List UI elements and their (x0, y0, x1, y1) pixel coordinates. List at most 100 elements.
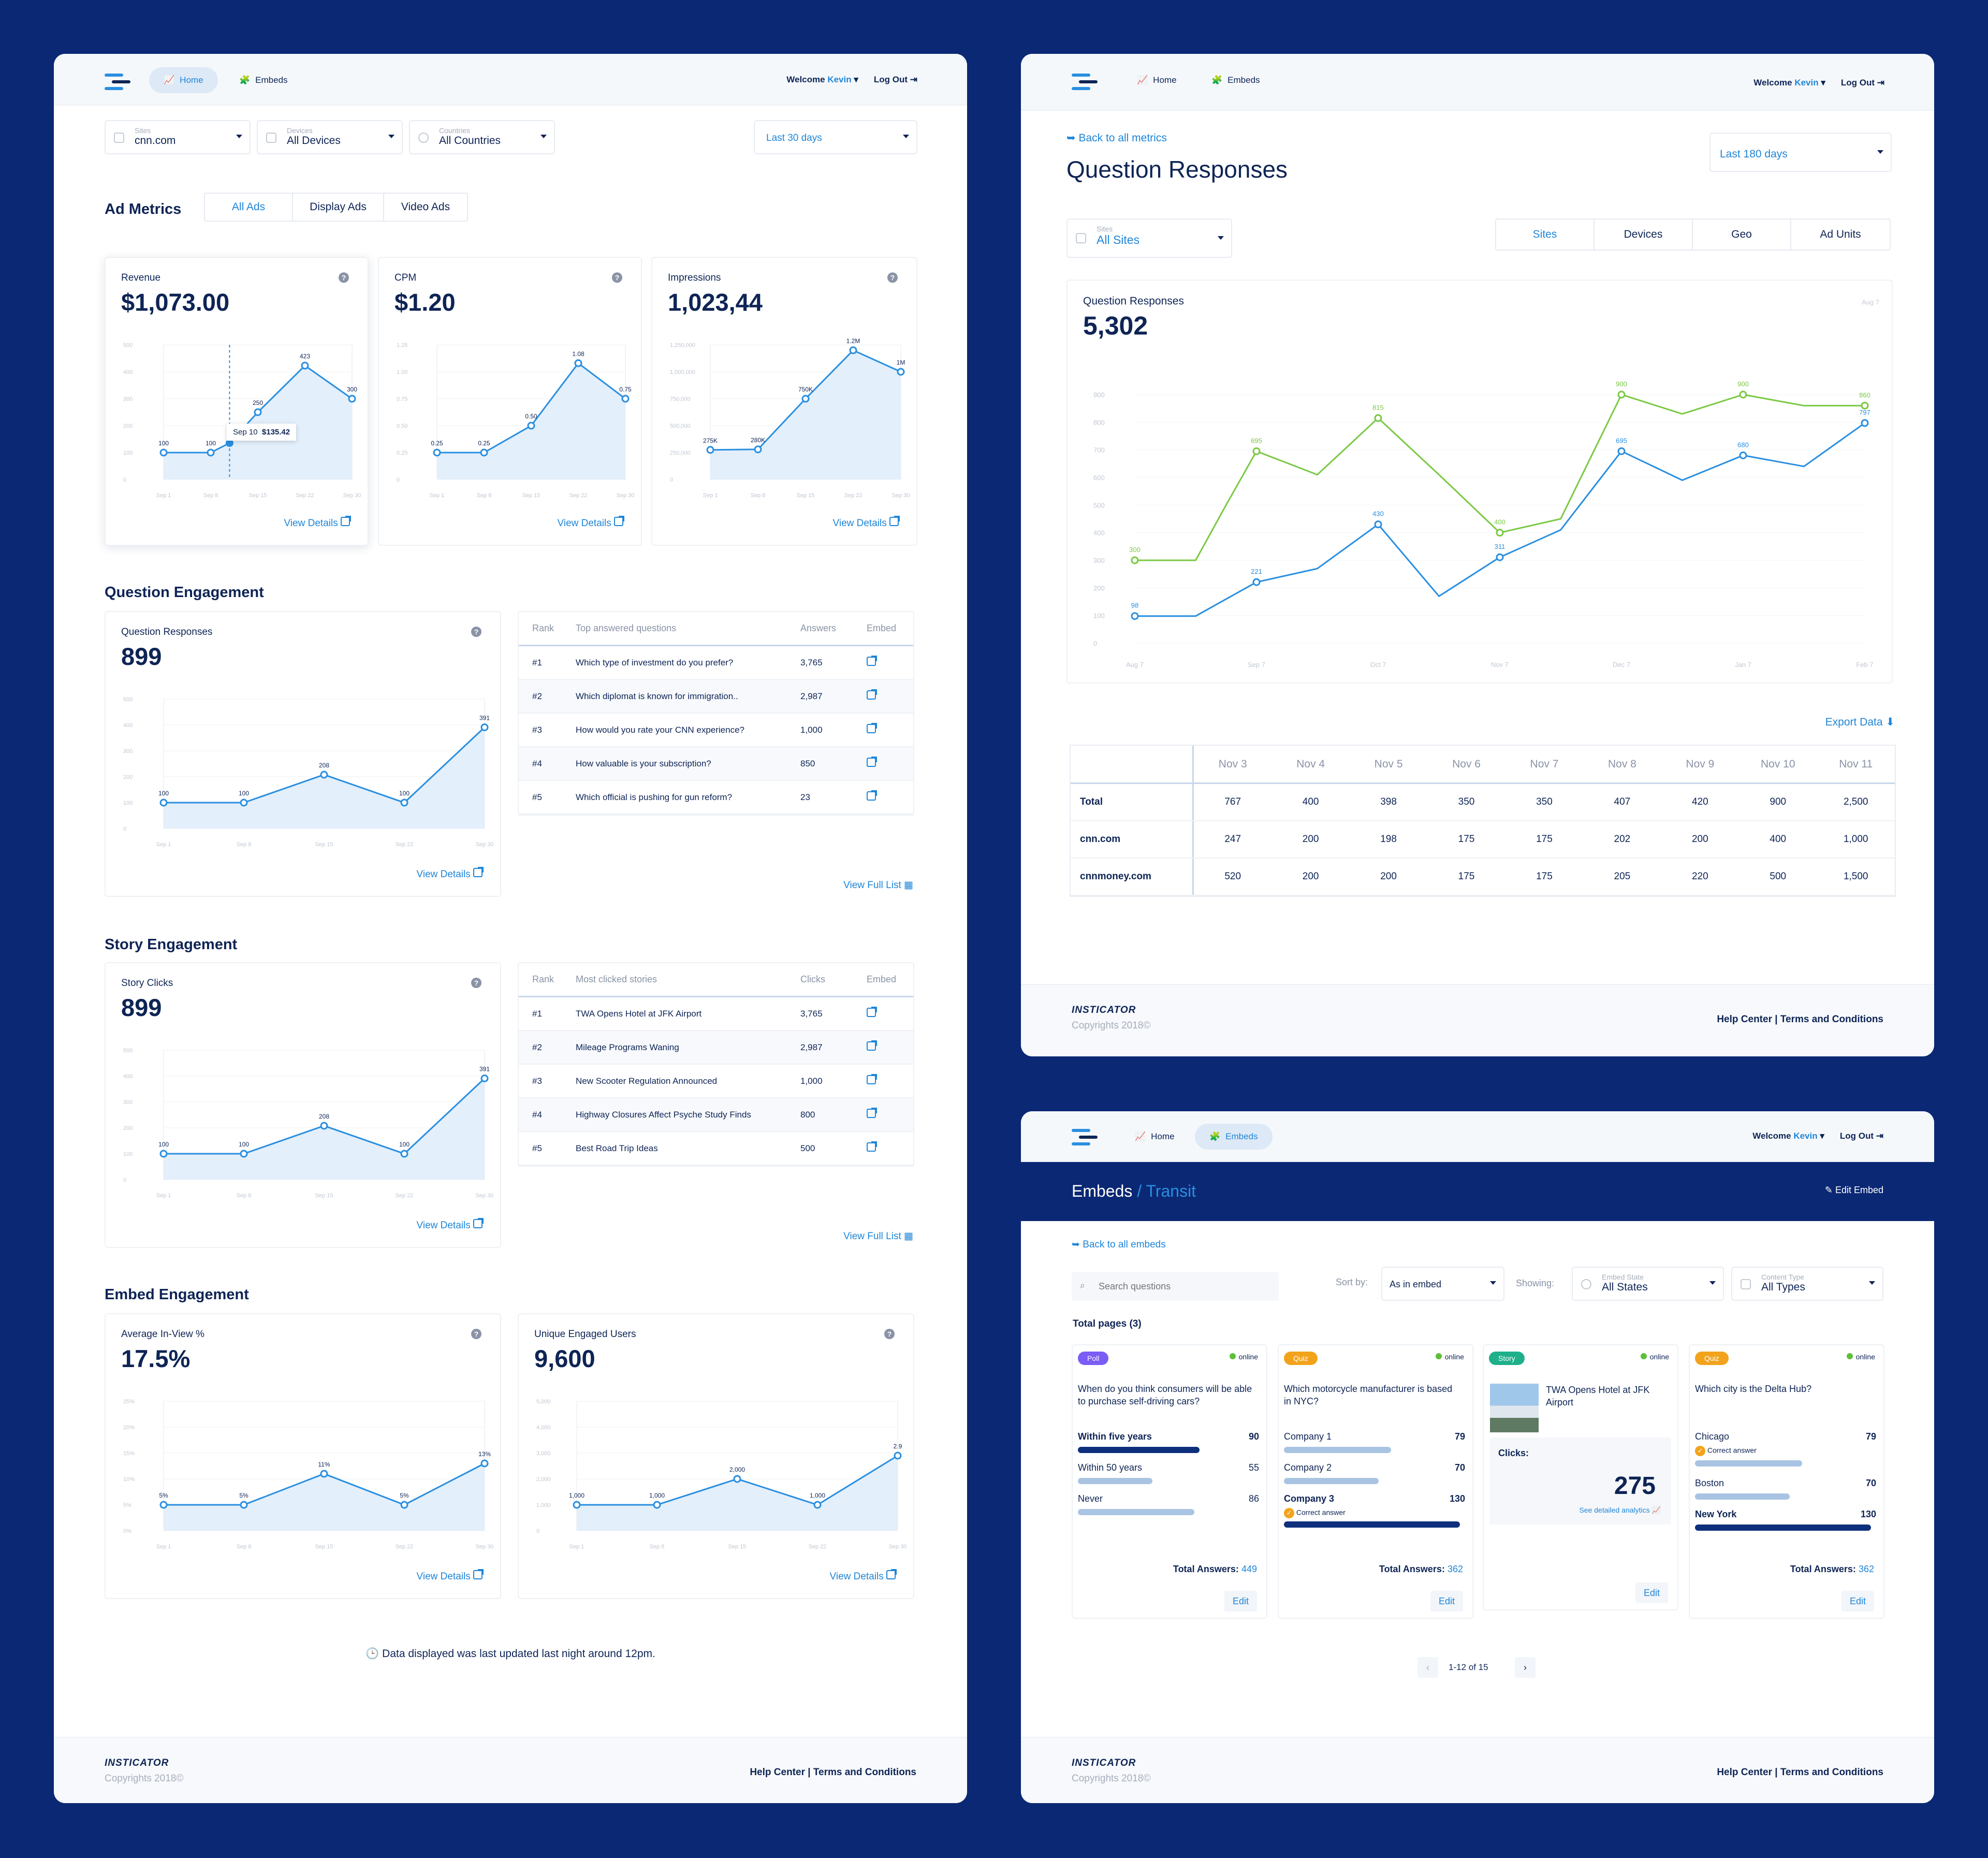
edit-button[interactable]: Edit (1224, 1591, 1257, 1612)
row-count: 23 (800, 792, 810, 802)
row-title[interactable]: How would you rate your CNN experience? (576, 724, 744, 735)
footer-links[interactable]: Help Center | Terms and Conditions (1717, 1014, 1883, 1025)
prev-page-button[interactable]: ‹ (1417, 1657, 1438, 1678)
table-cell: 400 (1770, 834, 1787, 845)
footer-links[interactable]: Help Center | Terms and Conditions (1717, 1767, 1883, 1778)
logout-button[interactable]: Log Out ⇥ (1840, 78, 1884, 88)
embed-link-icon[interactable] (867, 723, 877, 733)
embed-card-quiz[interactable]: Quiz online Which motorcycle manufacture… (1278, 1344, 1473, 1619)
nav-home[interactable]: 📈 Home (1122, 67, 1191, 93)
edit-button[interactable]: Edit (1841, 1591, 1874, 1612)
embed-link-icon[interactable] (867, 689, 877, 700)
logo-icon[interactable] (1072, 1129, 1098, 1145)
view-details-link[interactable]: View Details (830, 1569, 897, 1583)
export-data-button[interactable]: Export Data ⬇ (1825, 716, 1895, 729)
row-name: Total (1071, 784, 1194, 820)
embed-card-quiz[interactable]: Quiz online Which city is the Delta Hub?… (1689, 1344, 1884, 1619)
help-icon[interactable]: ? (887, 272, 898, 283)
embed-link-icon[interactable] (867, 1040, 877, 1051)
help-icon[interactable]: ? (884, 1329, 895, 1339)
row-title[interactable]: Which official is pushing for gun reform… (576, 792, 733, 802)
view-details-link[interactable]: View Details (417, 1569, 484, 1583)
date-range-select[interactable]: Last 30 days (754, 120, 917, 154)
row-title[interactable]: TWA Opens Hotel at JFK Airport (576, 1008, 702, 1019)
embed-link-icon[interactable] (867, 757, 877, 767)
search-input[interactable] (1099, 1277, 1269, 1296)
embed-link-icon[interactable] (867, 1074, 877, 1084)
row-title[interactable]: Best Road Trip Ideas (576, 1143, 658, 1153)
sort-select[interactable]: As in embed (1381, 1267, 1504, 1301)
help-icon[interactable]: ? (612, 272, 622, 283)
nav-home[interactable]: 📈 Home (1120, 1124, 1189, 1150)
edit-embed-button[interactable]: ✎ Edit Embed (1825, 1185, 1883, 1196)
breadcrumb-root[interactable]: Embeds (1072, 1182, 1133, 1200)
card-question: Which motorcycle manufacturer is based i… (1284, 1384, 1453, 1406)
welcome-menu[interactable]: Welcome Kevin ▾ (1752, 1131, 1824, 1141)
analytics-link[interactable]: See detailed analytics 📈 (1579, 1506, 1661, 1515)
next-page-button[interactable]: › (1515, 1657, 1536, 1678)
row-title[interactable]: Highway Closures Affect Psyche Study Fin… (576, 1109, 751, 1120)
y-tick-label: 1.25 (397, 342, 407, 349)
logo-icon[interactable] (1072, 74, 1098, 90)
view-full-list-link[interactable]: View Full List ▦ (843, 1230, 913, 1242)
embed-link-icon[interactable] (867, 1108, 877, 1118)
embed-link-icon[interactable] (867, 790, 877, 801)
tab-all-ads[interactable]: All Ads (205, 194, 293, 221)
corner-cell (1071, 746, 1194, 782)
nav-embeds[interactable]: 🧩 Embeds (1195, 1124, 1273, 1150)
help-icon[interactable]: ? (471, 978, 481, 988)
embed-state-select[interactable]: Embed State All States (1572, 1267, 1724, 1301)
x-tick-label: Sep 8 (237, 1193, 252, 1199)
edit-button[interactable]: Edit (1635, 1583, 1668, 1603)
data-point (706, 446, 714, 454)
view-details-link[interactable]: View Details (417, 867, 484, 880)
logout-button[interactable]: Log Out ⇥ (873, 75, 917, 84)
help-icon[interactable]: ? (471, 1329, 481, 1339)
data-point (480, 1459, 489, 1468)
nav-home[interactable]: 📈 Home (149, 67, 218, 93)
view-details-link[interactable]: View Details (284, 516, 351, 529)
help-icon[interactable]: ? (339, 272, 349, 283)
table-cell: 420 (1691, 796, 1708, 807)
tab-display-ads[interactable]: Display Ads (293, 194, 384, 221)
footer-links[interactable]: Help Center | Terms and Conditions (750, 1767, 916, 1778)
help-icon[interactable]: ? (471, 627, 481, 637)
back-link[interactable]: ➥ Back to all embeds (1072, 1239, 1166, 1251)
date-range-select[interactable]: Last 180 days (1709, 133, 1892, 172)
sites-select[interactable]: Sites All Sites (1066, 219, 1232, 258)
row-title[interactable]: Mileage Programs Waning (576, 1042, 679, 1052)
nav-embeds[interactable]: 🧩 Embeds (225, 67, 302, 93)
view-details-link[interactable]: View Details (558, 516, 624, 529)
back-link[interactable]: ➥ Back to all metrics (1066, 132, 1167, 144)
countries-select[interactable]: Countries All Countries (409, 120, 555, 154)
nav-embeds[interactable]: 🧩 Embeds (1197, 67, 1275, 93)
tab-ad-units[interactable]: Ad Units (1820, 228, 1861, 240)
embed-link-icon[interactable] (867, 656, 877, 666)
content-type-select[interactable]: Content Type All Types (1731, 1267, 1883, 1301)
row-title[interactable]: New Scooter Regulation Announced (576, 1076, 718, 1086)
row-title[interactable]: Which diplomat is known for immigration.… (576, 691, 738, 701)
row-title[interactable]: Which type of investment do you prefer? (576, 657, 734, 667)
embed-link-icon[interactable] (867, 1141, 877, 1152)
devices-select[interactable]: Devices All Devices (257, 120, 403, 154)
search-box[interactable]: ⌕ (1072, 1272, 1279, 1301)
data-label: 695 (1251, 437, 1262, 444)
nav-home-label: Home (180, 75, 203, 85)
embed-card-poll[interactable]: Poll online When do you think consumers … (1072, 1344, 1267, 1619)
view-details-link[interactable]: View Details (833, 516, 900, 529)
logo-icon[interactable] (105, 74, 130, 90)
embed-card-story[interactable]: Story online TWA Opens Hotel at JFK Airp… (1483, 1344, 1678, 1610)
row-title[interactable]: How valuable is your subscription? (576, 758, 711, 768)
tab-geo[interactable]: Geo (1693, 220, 1791, 250)
logout-button[interactable]: Log Out ⇥ (1839, 1131, 1883, 1141)
welcome-menu[interactable]: Welcome Kevin ▾ (786, 75, 858, 84)
tab-video-ads[interactable]: Video Ads (401, 201, 450, 213)
sites-select[interactable]: Sites cnn.com (105, 120, 251, 154)
edit-button[interactable]: Edit (1430, 1591, 1463, 1612)
embed-link-icon[interactable] (867, 1007, 877, 1017)
view-details-link[interactable]: View Details (417, 1218, 484, 1231)
view-full-list-link[interactable]: View Full List ▦ (843, 879, 913, 891)
tab-devices[interactable]: Devices (1595, 220, 1693, 250)
tab-sites[interactable]: Sites (1496, 220, 1595, 250)
welcome-menu[interactable]: Welcome Kevin ▾ (1753, 78, 1825, 88)
